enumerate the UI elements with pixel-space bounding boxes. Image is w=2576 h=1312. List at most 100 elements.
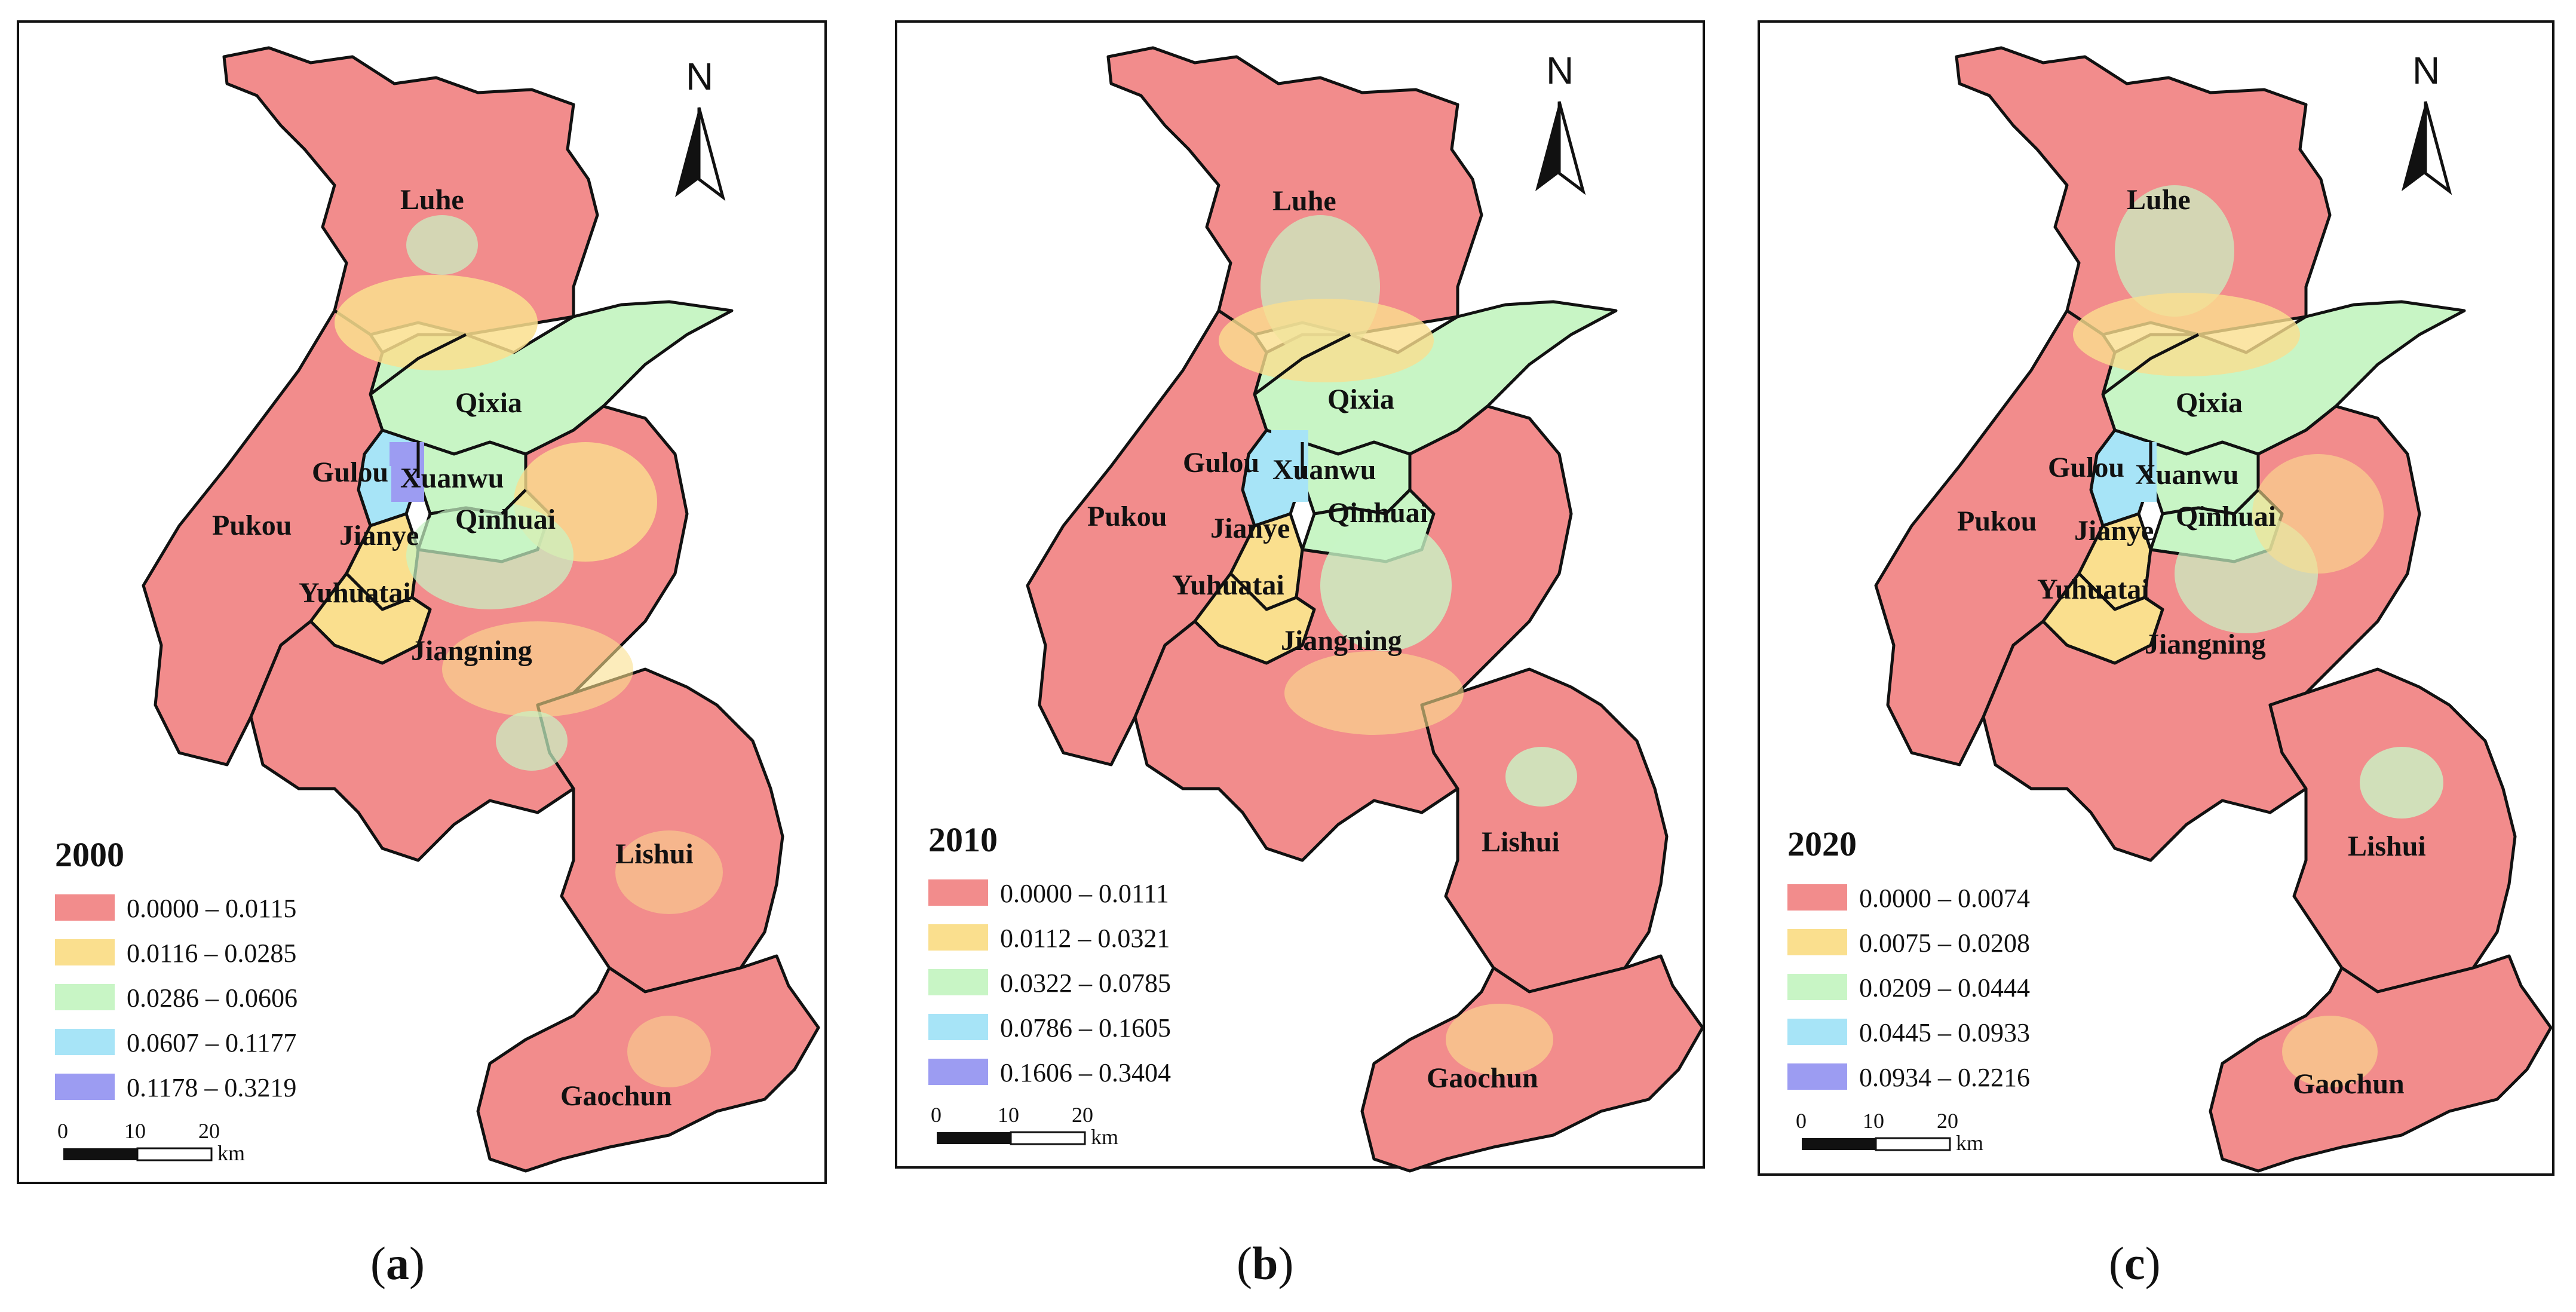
district-label-xuanwu: Xuanwu <box>2135 459 2238 491</box>
scale-unit: km <box>1956 1131 1983 1155</box>
district-gaochun <box>2209 954 2553 1173</box>
scale-tick-0: 0 <box>931 1103 942 1127</box>
scale-bar: 0 10 20 km <box>57 1119 245 1165</box>
legend-swatch-3 <box>55 984 115 1010</box>
scale-unit: km <box>1091 1125 1118 1149</box>
legend-swatch-4 <box>55 1029 115 1055</box>
legend-swatch-3 <box>928 969 988 995</box>
legend-swatch-1 <box>1787 884 1847 911</box>
north-label: N <box>2412 49 2440 92</box>
district-luhe <box>1955 46 2332 336</box>
scale-tick-0: 0 <box>57 1119 68 1143</box>
legend-label-3: 0.0209 – 0.0444 <box>1859 973 2030 1003</box>
district-map <box>1874 46 2553 1173</box>
legend-title: 2010 <box>928 820 998 859</box>
district-label-jiangning: Jiangning <box>2145 629 2266 660</box>
district-label-qinhuai: Qinhuai <box>1327 497 1428 529</box>
legend-label-3: 0.0322 – 0.0785 <box>1000 968 1171 998</box>
map-svg-b: Luhe Qixia Gulou Xuanwu Pukou Jianye Qin… <box>895 20 1705 1173</box>
legend-label-4: 0.0445 – 0.0933 <box>1859 1018 2030 1047</box>
district-label-yuhuatai: Yuhuatai <box>2037 574 2149 605</box>
district-label-pukou: Pukou <box>1957 505 2037 537</box>
district-label-gulou: Gulou <box>2048 452 2124 483</box>
legend-label-3: 0.0286 – 0.0606 <box>127 983 298 1013</box>
legend-label-5: 0.0934 – 0.2216 <box>1859 1063 2030 1092</box>
legend-label-4: 0.0786 – 0.1605 <box>1000 1013 1171 1043</box>
district-label-gaochun: Gaochun <box>2293 1068 2405 1100</box>
legend-label-1: 0.0000 – 0.0111 <box>1000 879 1169 908</box>
gradient-hotspots <box>335 215 723 1087</box>
legend-swatch-2 <box>55 939 115 965</box>
legend-swatch-1 <box>928 879 988 906</box>
map-svg-c: Luhe Qixia Gulou Xuanwu Pukou Jianye Qin… <box>1758 20 2554 1176</box>
district-label-yuhuatai: Yuhuatai <box>299 577 411 609</box>
scale-bar: 0 10 20 km <box>931 1103 1118 1149</box>
district-label-luhe: Luhe <box>2127 184 2191 216</box>
gradient-hotspots <box>2073 185 2443 1087</box>
scale-tick-10: 10 <box>1863 1109 1884 1133</box>
legend-swatch-5 <box>55 1074 115 1100</box>
north-arrow: N <box>675 55 726 201</box>
district-label-yuhuatai: Yuhuatai <box>1172 569 1284 601</box>
legend: 2010 0.0000 – 0.0111 0.0112 – 0.0321 0.0… <box>928 820 1171 1087</box>
district-label-gulou: Gulou <box>1183 447 1259 479</box>
district-label-xuanwu: Xuanwu <box>1272 454 1376 486</box>
district-labels: Luhe Qixia Gulou Xuanwu Pukou Jianye Qin… <box>1957 184 2426 1100</box>
north-arrow: N <box>1535 49 1586 195</box>
legend-swatch-1 <box>55 894 115 921</box>
legend-label-1: 0.0000 – 0.0115 <box>127 894 296 923</box>
district-luhe <box>222 46 599 336</box>
map-panel-c: Luhe Qixia Gulou Xuanwu Pukou Jianye Qin… <box>1721 0 2576 1312</box>
legend-label-2: 0.0112 – 0.0321 <box>1000 924 1170 953</box>
legend-swatch-2 <box>1787 929 1847 955</box>
legend-label-5: 0.1178 – 0.3219 <box>127 1073 296 1102</box>
district-label-gaochun: Gaochun <box>560 1080 672 1112</box>
district-label-jianye: Jianye <box>1210 513 1290 544</box>
district-label-xuanwu: Xuanwu <box>400 462 504 494</box>
district-labels: Luhe Qixia Gulou Xuanwu Pukou Jianye Qin… <box>212 184 694 1112</box>
north-arrow-icon <box>2402 102 2425 191</box>
district-lishui <box>536 667 784 994</box>
district-label-qixia: Qixia <box>455 387 522 419</box>
district-label-lishui: Lishui <box>615 838 694 870</box>
map-panel-a: Luhe Qixia Gulou Xuanwu Pukou Jianye Qin… <box>0 0 860 1312</box>
district-lishui <box>2268 667 2517 994</box>
district-label-pukou: Pukou <box>1087 501 1167 532</box>
district-label-pukou: Pukou <box>212 510 292 541</box>
scale-bar: 0 10 20 km <box>1796 1109 1983 1155</box>
scale-tick-0: 0 <box>1796 1109 1807 1133</box>
district-labels: Luhe Qixia Gulou Xuanwu Pukou Jianye Qin… <box>1087 185 1560 1094</box>
legend-swatch-4 <box>928 1014 988 1040</box>
legend-title: 2000 <box>55 835 124 874</box>
district-label-jianye: Jianye <box>339 520 419 551</box>
district-label-gaochun: Gaochun <box>1427 1062 1538 1094</box>
district-label-lishui: Lishui <box>2348 830 2426 862</box>
north-arrow-icon <box>1535 102 1559 191</box>
legend-label-2: 0.0116 – 0.0285 <box>127 939 296 968</box>
legend-label-2: 0.0075 – 0.0208 <box>1859 928 2030 958</box>
scale-tick-20: 20 <box>1072 1103 1093 1127</box>
legend-swatch-5 <box>1787 1063 1847 1090</box>
district-label-jiangning: Jiangning <box>411 635 532 667</box>
legend-label-1: 0.0000 – 0.0074 <box>1859 884 2030 913</box>
caption-letter-c: c <box>2124 1237 2145 1289</box>
gradient-hotspots <box>1219 215 1577 1075</box>
district-label-luhe: Luhe <box>1272 185 1336 217</box>
district-label-jiangning: Jiangning <box>1281 625 1402 657</box>
legend: 2000 0.0000 – 0.0115 0.0116 – 0.0285 0.0… <box>55 835 298 1102</box>
legend-label-5: 0.1606 – 0.3404 <box>1000 1058 1171 1087</box>
district-lishui <box>1420 667 1669 994</box>
district-label-qinhuai: Qinhuai <box>2176 501 2276 532</box>
legend-swatch-5 <box>928 1059 988 1085</box>
caption-a: (a) <box>370 1237 425 1289</box>
caption-letter-b: b <box>1252 1237 1278 1289</box>
district-label-qinhuai: Qinhuai <box>455 504 556 535</box>
district-map <box>142 46 820 1173</box>
legend-title: 2020 <box>1787 824 1857 863</box>
scale-tick-10: 10 <box>998 1103 1019 1127</box>
caption-c: (c) <box>2109 1237 2161 1289</box>
legend-label-4: 0.0607 – 0.1177 <box>127 1028 296 1057</box>
north-arrow-icon <box>675 108 699 197</box>
map-panel-b: Luhe Qixia Gulou Xuanwu Pukou Jianye Qin… <box>860 0 1721 1312</box>
district-label-gulou: Gulou <box>312 456 388 488</box>
